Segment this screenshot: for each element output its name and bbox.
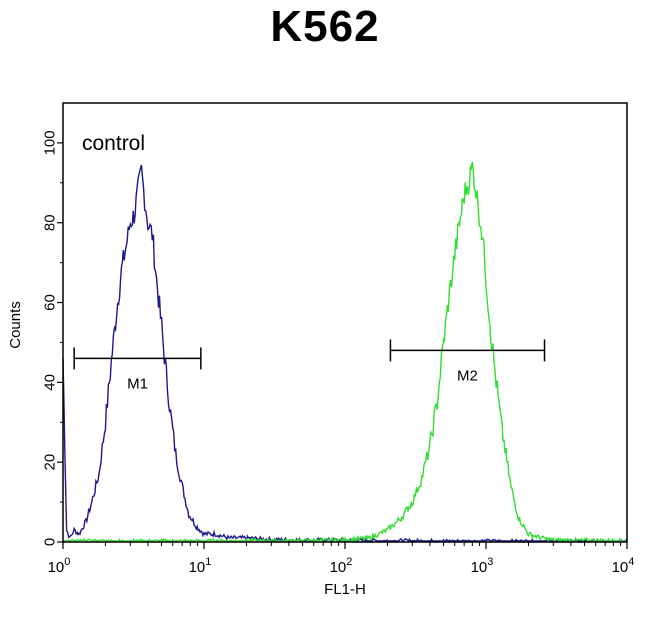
y-axis-label: Counts bbox=[7, 301, 24, 349]
x-axis-label: FL1-H bbox=[324, 581, 366, 598]
control-series-line bbox=[62, 164, 628, 543]
x-tick-base: 10 bbox=[612, 559, 629, 576]
x-tick-exponent: 4 bbox=[628, 556, 634, 568]
y-tick-label: 0 bbox=[42, 538, 59, 546]
marker-m2: M2 bbox=[389, 339, 546, 384]
y-tick-label: 60 bbox=[42, 294, 59, 311]
x-tick-base: 10 bbox=[189, 559, 206, 576]
x-tick-label: 103 bbox=[471, 556, 494, 576]
x-tick-label: 102 bbox=[330, 556, 353, 576]
x-tick-exponent: 0 bbox=[64, 556, 70, 568]
x-tick-label: 101 bbox=[189, 556, 212, 576]
series-layer bbox=[62, 161, 628, 544]
sample-series-line bbox=[63, 161, 628, 544]
x-tick-base: 10 bbox=[330, 559, 347, 576]
marker-label: M1 bbox=[127, 375, 148, 392]
marker-m1: M1 bbox=[73, 347, 202, 392]
plot-frame bbox=[62, 102, 628, 543]
chart-title: K562 bbox=[270, 2, 380, 51]
x-tick-base: 10 bbox=[471, 559, 488, 576]
x-tick-label: 104 bbox=[612, 556, 635, 576]
marker-label: M2 bbox=[457, 367, 478, 384]
x-tick-exponent: 1 bbox=[205, 556, 211, 568]
y-tick-label: 80 bbox=[42, 214, 59, 231]
x-tick-exponent: 2 bbox=[346, 556, 352, 568]
y-tick-label: 100 bbox=[42, 130, 59, 155]
y-tick-label: 40 bbox=[42, 374, 59, 391]
markers-layer: M1 M2 bbox=[73, 339, 546, 392]
x-tick-base: 10 bbox=[48, 559, 65, 576]
control-annotation: control bbox=[82, 132, 145, 155]
x-tick-label: 100 bbox=[48, 556, 71, 576]
x-tick-exponent: 3 bbox=[487, 556, 493, 568]
y-tick-label: 20 bbox=[42, 454, 59, 471]
